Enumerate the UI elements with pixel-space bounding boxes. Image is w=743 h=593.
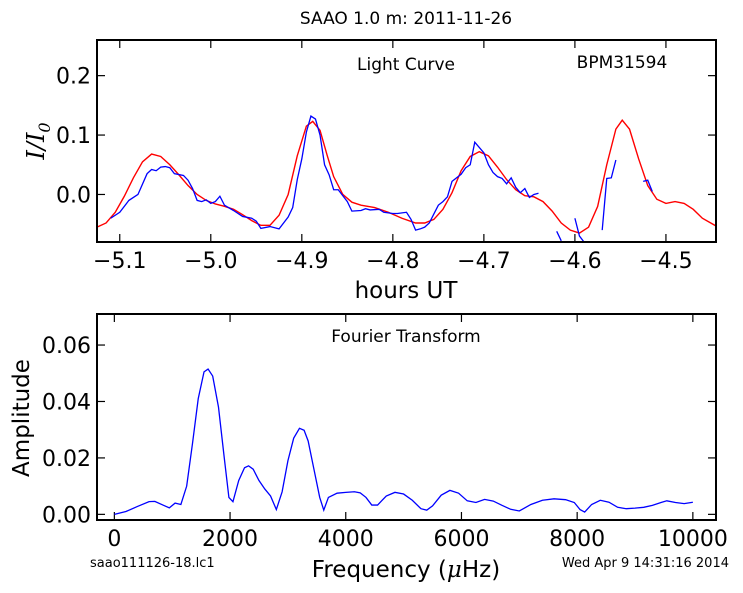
light-curve-ticks [97, 40, 716, 242]
fourier-y-axis-label: Amplitude [9, 359, 35, 477]
fourier-y-tick-label: 0.02 [42, 447, 91, 472]
data-curve-segment [110, 115, 539, 231]
light-curve-panel: −5.1 −5.0 −4.9 −4.8 −4.7 −4.6 −4.5 0.0 0.1 0.2 L… [22, 39, 717, 304]
y-axis-label-main: I/I [22, 132, 50, 161]
fourier-frame [96, 313, 717, 521]
fourier-annotation: Fourier Transform [331, 327, 480, 347]
fourier-x-tick-label: 10000 [658, 527, 728, 552]
model-curve [97, 119, 716, 234]
fourier-x-tick-label: 0 [107, 527, 121, 552]
figure-title: SAAO 1.0 m: 2011-11-26 [300, 9, 512, 29]
light-curve-x-tick-label: −4.6 [548, 249, 601, 274]
fourier-y-tick-label: 0.00 [42, 503, 91, 528]
fourier-curve [114, 368, 693, 515]
light-curve-x-tick-label: −4.5 [639, 249, 692, 274]
fourier-y-tick-label: 0.04 [42, 390, 91, 415]
y-axis-label-subscript: 0 [35, 122, 54, 132]
data-curve [110, 115, 653, 242]
light-curve-x-tick-labels: −5.1 −5.0 −4.9 −4.8 −4.7 −4.6 −4.5 [93, 249, 693, 274]
fourier-y-tick-label: 0.06 [42, 334, 91, 359]
fourier-x-tick-label: 4000 [318, 527, 374, 552]
data-curve-segment [556, 231, 562, 242]
light-curve-annotation: Light Curve [357, 55, 455, 75]
light-curve-x-tick-label: −4.9 [275, 249, 328, 274]
fourier-panel: 0 2000 4000 6000 8000 10000 0.000.020.040.06 … [9, 313, 728, 583]
light-curve-y-tick-labels: 0.0 0.1 0.2 [56, 65, 91, 209]
model-curve-line [97, 119, 716, 234]
star-name-annotation: BPM31594 [577, 53, 668, 73]
fourier-x-tick-labels: 0 2000 4000 6000 8000 10000 [107, 527, 728, 552]
fourier-y-tick-labels: 0.00 0.02 0.04 0.06 [42, 334, 91, 528]
fourier-ticks [97, 314, 716, 520]
light-curve-frame [96, 39, 717, 243]
light-curve-y-axis-label: I/I0 [22, 122, 54, 160]
fourier-spectrum-line [114, 368, 693, 515]
fourier-x-tick-label: 2000 [202, 527, 258, 552]
light-curve-x-tick-label: −5.1 [93, 249, 146, 274]
data-curve-segment [643, 179, 653, 192]
footer-timestamp: Wed Apr 9 14:31:16 2014 [562, 556, 729, 571]
x-axis-label-mu: μ [447, 557, 462, 583]
x-axis-label-main: Frequency ( [312, 557, 447, 583]
light-curve-x-tick-label: −4.8 [366, 249, 419, 274]
fourier-x-tick-label: 6000 [433, 527, 489, 552]
light-curve-x-tick-label: −4.7 [457, 249, 510, 274]
data-curve-segment [574, 218, 585, 242]
fourier-x-tick-label: 8000 [549, 527, 605, 552]
light-curve-y-tick-label: 0.0 [56, 183, 91, 208]
light-curve-y-tick-label: 0.2 [56, 65, 91, 90]
light-curve-y-tick-label: 0.1 [56, 124, 91, 149]
light-curve-x-axis-label: hours UT [355, 278, 459, 304]
footer-filename: saao111126-18.lc1 [90, 556, 215, 571]
x-axis-label-end: Hz) [462, 557, 500, 583]
fourier-x-axis-label: Frequency (μHz) [312, 557, 500, 583]
data-curve-segment [601, 159, 617, 231]
light-curve-x-tick-label: −5.0 [184, 249, 237, 274]
